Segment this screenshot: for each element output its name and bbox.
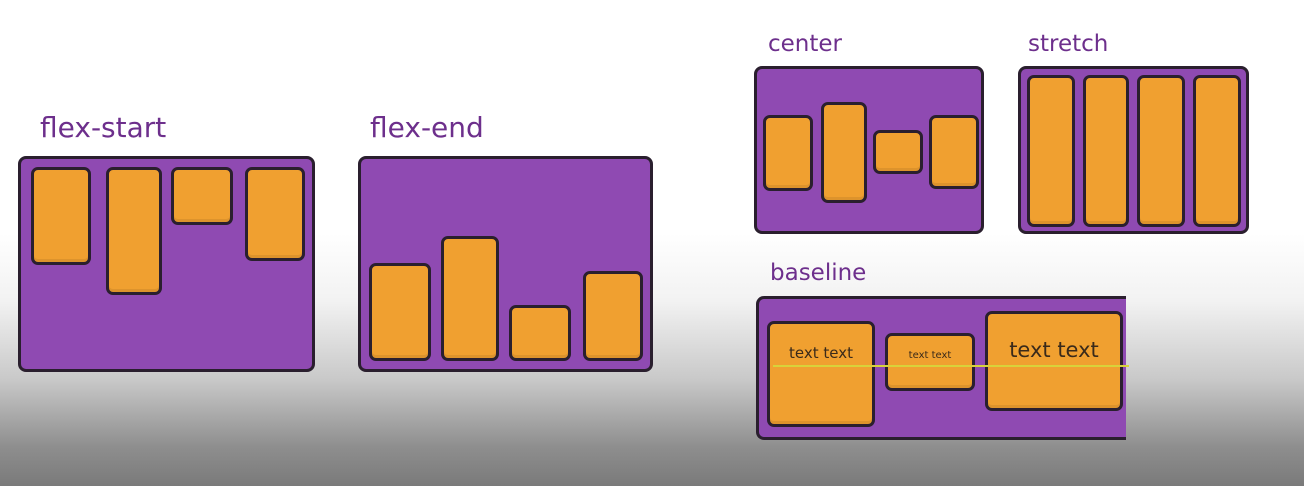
flex-start-panel <box>18 156 315 372</box>
center-item-3 <box>873 130 923 174</box>
baseline-item-1-text: text text <box>789 344 853 362</box>
baseline-item-2: text text <box>885 333 975 391</box>
flex-end-label: flex-end <box>370 111 484 144</box>
center-panel <box>754 66 984 234</box>
flex-start-item-4 <box>245 167 305 261</box>
stretch-item-2 <box>1083 75 1129 227</box>
baseline-item-2-text: text text <box>908 350 952 361</box>
flex-end-item-4 <box>583 271 643 361</box>
flex-start-item-3 <box>171 167 233 225</box>
flex-start-label: flex-start <box>40 111 167 144</box>
flex-start-item-2 <box>106 167 162 295</box>
center-label: center <box>768 31 842 57</box>
baseline-item-3-text: text text <box>1009 338 1099 362</box>
baseline-panel: text text text text text text <box>756 296 1129 440</box>
baseline-item-1: text text <box>767 321 875 427</box>
flex-end-item-3 <box>509 305 571 361</box>
flex-end-item-1 <box>369 263 431 361</box>
flex-end-item-2 <box>441 236 499 361</box>
stretch-panel <box>1018 66 1249 234</box>
baseline-guide-line <box>773 365 1129 367</box>
stretch-label: stretch <box>1028 31 1109 57</box>
stretch-item-1 <box>1027 75 1075 227</box>
center-item-1 <box>763 115 813 191</box>
center-item-2 <box>821 102 867 203</box>
flex-end-panel <box>358 156 653 372</box>
stretch-item-4 <box>1193 75 1241 227</box>
baseline-label: baseline <box>770 260 867 286</box>
baseline-item-3: text text <box>985 311 1123 411</box>
flex-start-item-1 <box>31 167 91 265</box>
stretch-item-3 <box>1137 75 1185 227</box>
center-item-4 <box>929 115 979 189</box>
